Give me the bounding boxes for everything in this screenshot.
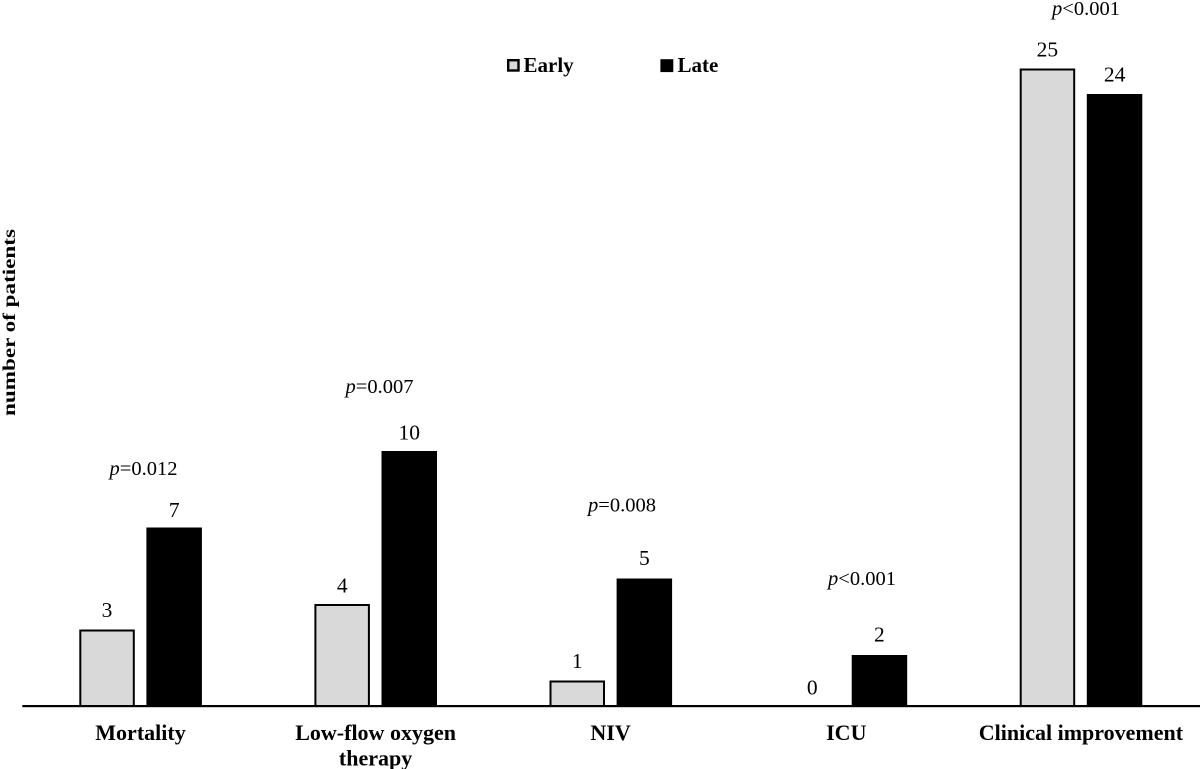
svg-text:1: 1 [572,649,583,673]
svg-text:10: 10 [398,421,420,445]
svg-text:p=0.012: p=0.012 [108,458,178,480]
svg-text:Low-flow oxygen: Low-flow oxygen [295,720,456,745]
svg-text:ICU: ICU [826,720,866,745]
svg-text:Late: Late [678,53,719,77]
svg-text:25: 25 [1037,38,1059,62]
svg-text:24: 24 [1104,63,1126,87]
svg-text:p=0.007: p=0.007 [344,376,414,398]
svg-text:5: 5 [639,546,650,570]
svg-text:0: 0 [807,676,818,700]
svg-text:4: 4 [337,574,348,598]
svg-text:number of patients: number of patients [0,229,19,416]
svg-text:p=0.008: p=0.008 [586,495,656,517]
svg-text:2: 2 [874,623,885,647]
svg-text:7: 7 [169,498,180,522]
svg-text:p<0.001: p<0.001 [826,568,896,590]
svg-text:p<0.001: p<0.001 [1050,0,1120,20]
svg-text:Mortality: Mortality [95,720,185,745]
svg-text:Clinical improvement: Clinical improvement [979,720,1184,745]
svg-text:NIV: NIV [590,720,630,745]
svg-text:Early: Early [524,53,575,77]
svg-text:3: 3 [102,598,113,622]
svg-text:therapy: therapy [339,746,412,769]
